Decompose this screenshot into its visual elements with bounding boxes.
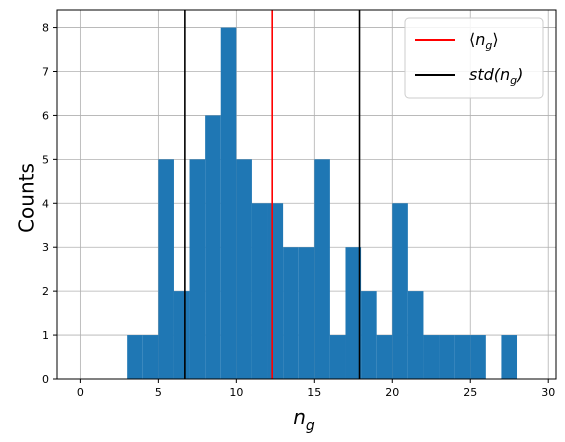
histogram-bar	[314, 159, 330, 379]
x-tick-label: 10	[229, 386, 243, 399]
histogram-bar	[158, 159, 174, 379]
histogram-bar	[283, 247, 299, 379]
x-tick-label: 20	[385, 386, 399, 399]
histogram-bar	[407, 291, 424, 379]
histogram-bar	[501, 335, 518, 379]
y-tick-label: 4	[42, 197, 49, 210]
x-tick-label: 30	[541, 386, 555, 399]
histogram-bar	[220, 27, 237, 379]
legend: ⟨ng⟩ std(ng)	[404, 17, 544, 99]
histogram-bar	[127, 335, 143, 379]
y-tick-label: 3	[42, 241, 49, 254]
x-tick-label: 0	[77, 386, 84, 399]
histogram-bar	[423, 335, 440, 379]
axis-ticks: 0 5 10 15 20 25 30 0 1 2 3 4 5 6 7 8	[42, 22, 555, 399]
y-tick-label: 6	[42, 109, 49, 122]
histogram-bar	[392, 203, 408, 379]
y-tick-label: 1	[42, 329, 49, 342]
x-tick-label: 15	[307, 386, 321, 399]
y-tick-label: 2	[42, 285, 49, 298]
reference-lines	[184, 10, 361, 379]
x-tick-label: 5	[155, 386, 162, 399]
histogram-bar	[345, 247, 362, 379]
y-axis-label: Counts	[15, 163, 39, 233]
histogram-bar	[376, 335, 393, 379]
y-tick-label: 7	[42, 66, 49, 79]
histogram-bar	[329, 335, 346, 379]
y-tick-label: 0	[42, 373, 49, 386]
y-tick-label: 8	[42, 22, 49, 35]
histogram-bar	[142, 335, 159, 379]
histogram-bar	[267, 203, 284, 379]
y-tick-label: 5	[42, 153, 49, 166]
histogram-bar	[470, 335, 486, 379]
histogram-bar	[298, 247, 315, 379]
histogram-bar	[251, 203, 268, 379]
histogram-bar	[189, 159, 206, 379]
histogram-bar	[454, 335, 471, 379]
legend-box	[404, 17, 544, 99]
legend-mean-label: ⟨ng⟩	[469, 30, 499, 52]
histogram-bar	[439, 335, 455, 379]
plot-frame	[56, 9, 557, 380]
histogram-bar	[205, 115, 221, 379]
x-tick-label: 25	[463, 386, 477, 399]
histogram-bar	[361, 291, 377, 379]
legend-std-label: std(ng)	[469, 65, 523, 87]
histogram-bars	[127, 27, 518, 379]
histogram-bar	[173, 291, 190, 379]
histogram-bar	[236, 159, 252, 379]
x-axis-label: ng	[293, 405, 315, 434]
